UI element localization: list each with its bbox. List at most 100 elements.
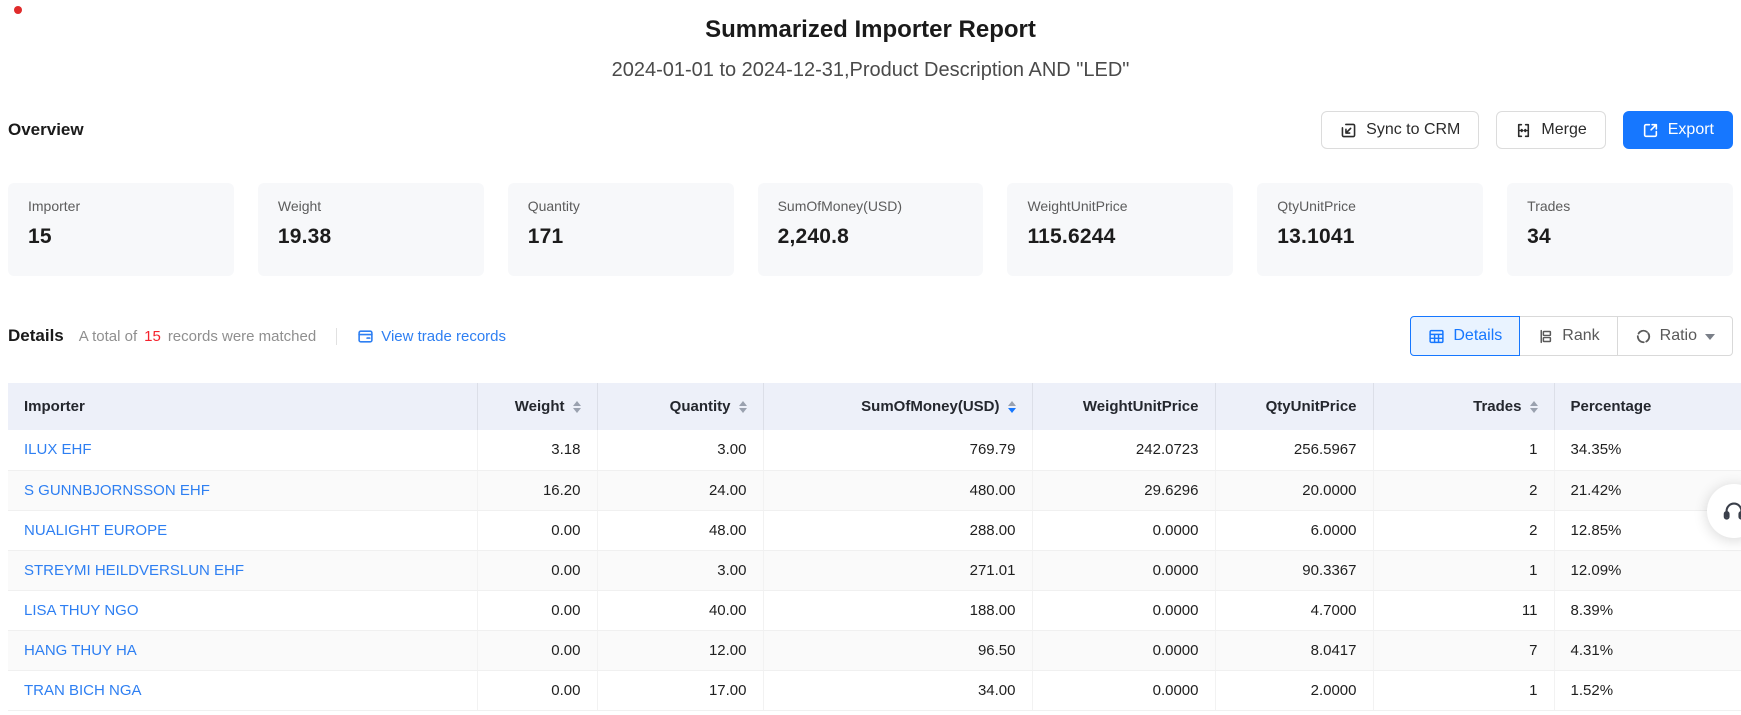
importer-link[interactable]: NUALIGHT EUROPE [24, 521, 168, 539]
stat-label: SumOfMoney(USD) [777, 198, 903, 214]
details-toolbar: Details A total of 15 records were match… [0, 316, 1741, 356]
stat-value: 15 [28, 225, 52, 248]
cell-trades: 1 [1529, 441, 1538, 459]
cell-quantity: 3.00 [717, 561, 747, 579]
cell-sumofmoney-usd: 288.00 [969, 521, 1016, 539]
column-header-trades[interactable]: Trades [1373, 383, 1555, 430]
importer-table: Importer Weight Quantity SumOfMoney(USD) Wei… [8, 383, 1741, 711]
column-header-qtyunitprice: QtyUnitPrice [1215, 383, 1374, 430]
sort-icon[interactable] [572, 400, 581, 413]
cell-quantity: 24.00 [708, 481, 747, 499]
sort-icon[interactable] [1529, 400, 1538, 413]
stat-card-weightunitprice: WeightUnitPrice 115.6244 [1007, 183, 1234, 276]
cell-weightunitprice: 29.6296 [1144, 481, 1199, 499]
cell-sumofmoney-usd: 188.00 [969, 601, 1016, 619]
merge-icon [1518, 123, 1530, 137]
sort-icon[interactable] [738, 400, 747, 413]
stat-label: Trades [1527, 198, 1571, 214]
cell-percentage: 1.52% [1570, 681, 1614, 699]
table-row: NUALIGHT EUROPE 0.00 48.00 288.00 0.0000 6.00… [8, 510, 1741, 551]
cell-qtyunitprice: 90.3367 [1302, 561, 1357, 579]
importer-link[interactable]: S GUNNBJORNSSON EHF [24, 481, 210, 499]
trade-records-icon [358, 329, 373, 343]
importer-link[interactable]: ILUX EHF [24, 441, 92, 459]
importer-link[interactable]: TRAN BICH NGA [24, 681, 142, 699]
table-row: TRAN BICH NGA 0.00 17.00 34.00 0.0000 2.0000 1… [8, 670, 1741, 711]
stat-value: 2,240.8 [777, 225, 850, 248]
stat-card-qtyunitprice: QtyUnitPrice 13.1041 [1257, 183, 1484, 276]
export-button[interactable]: Export [1622, 111, 1733, 149]
cell-trades: 2 [1529, 481, 1538, 499]
sync-to-crm-label: Sync to CRM [1366, 121, 1461, 138]
details-grid-icon [1429, 329, 1444, 343]
cell-percentage: 12.09% [1570, 561, 1622, 579]
merge-label: Merge [1541, 121, 1587, 138]
column-label: QtyUnitPrice [1265, 398, 1357, 415]
column-header-weightunitprice: WeightUnitPrice [1032, 383, 1216, 430]
column-label: Percentage [1570, 398, 1652, 415]
stat-label: Importer [28, 198, 81, 214]
importer-link[interactable]: LISA THUY NGO [24, 601, 139, 619]
cell-weight: 0.00 [551, 561, 581, 579]
summary-prefix: A total of [78, 327, 138, 345]
column-header-sumofmoney-usd[interactable]: SumOfMoney(USD) [763, 383, 1033, 430]
cell-trades: 2 [1529, 521, 1538, 539]
page-subtitle: 2024-01-01 to 2024-12-31,Product Descrip… [611, 59, 1130, 81]
table-row: STREYMI HEILDVERSLUN EHF 0.00 3.00 271.01 0.… [8, 550, 1741, 591]
stat-card-trades: Trades 34 [1507, 183, 1734, 276]
details-heading: Details [8, 326, 64, 345]
tab-ratio-label: Ratio [1659, 327, 1697, 344]
stat-card-importer: Importer 15 [8, 183, 234, 276]
tab-ratio[interactable]: Ratio [1616, 316, 1733, 356]
merge-button[interactable]: Merge [1496, 111, 1606, 149]
notification-dot [14, 6, 22, 14]
headset-icon [1723, 502, 1741, 520]
export-icon [1643, 123, 1657, 137]
page-title: Summarized Importer Report [705, 16, 1036, 43]
tab-rank-label: Rank [1562, 327, 1600, 344]
column-header-quantity[interactable]: Quantity [597, 383, 764, 430]
tab-rank[interactable]: Rank [1519, 316, 1618, 356]
column-label: Trades [1473, 398, 1522, 415]
overview-cards: Importer 15 Weight 19.38 Quantity 171 SumOfMon… [0, 183, 1741, 276]
stat-value: 115.6244 [1027, 225, 1116, 248]
cell-quantity: 40.00 [708, 601, 747, 619]
cell-weight: 16.20 [542, 481, 581, 499]
stat-value: 34 [1527, 225, 1551, 248]
sort-icon[interactable] [1007, 400, 1016, 413]
stat-value: 13.1041 [1277, 225, 1355, 248]
importer-link[interactable]: HANG THUY HA [24, 641, 137, 659]
ratio-icon [1636, 329, 1650, 343]
sync-to-crm-button[interactable]: Sync to CRM [1321, 111, 1480, 149]
cell-percentage: 4.31% [1570, 641, 1614, 659]
cell-weightunitprice: 242.0723 [1135, 441, 1199, 459]
table-row: S GUNNBJORNSSON EHF 16.20 24.00 480.00 29.62… [8, 470, 1741, 511]
cell-trades: 11 [1521, 601, 1538, 619]
cell-quantity: 17.00 [708, 681, 747, 699]
overview-heading: Overview [8, 120, 84, 139]
view-trade-records-link[interactable]: View trade records [357, 328, 506, 345]
matched-count: 15 [144, 327, 161, 345]
cell-weightunitprice: 0.0000 [1152, 561, 1199, 579]
cell-qtyunitprice: 6.0000 [1310, 521, 1357, 539]
cell-sumofmoney-usd: 769.79 [969, 441, 1016, 459]
stat-label: Quantity [527, 198, 580, 214]
tab-details-label: Details [1453, 327, 1503, 344]
cell-qtyunitprice: 2.0000 [1310, 681, 1357, 699]
column-header-weight[interactable]: Weight [477, 383, 598, 430]
cell-sumofmoney-usd: 271.01 [969, 561, 1016, 579]
column-label: Quantity [669, 398, 731, 415]
stat-label: QtyUnitPrice [1277, 198, 1356, 214]
stat-card-sumofmoney-usd: SumOfMoney(USD) 2,240.8 [757, 183, 984, 276]
stat-label: WeightUnitPrice [1027, 198, 1128, 214]
cell-weight: 0.00 [551, 681, 581, 699]
cell-percentage: 34.35% [1570, 441, 1622, 459]
cell-percentage: 8.39% [1570, 601, 1614, 619]
chevron-down-icon [1705, 333, 1715, 345]
view-trade-records-label: View trade records [381, 327, 507, 345]
column-label: Weight [514, 398, 565, 415]
importer-link[interactable]: STREYMI HEILDVERSLUN EHF [24, 561, 245, 579]
sync-to-crm-icon [1341, 123, 1356, 137]
column-header-percentage: Percentage [1554, 383, 1741, 430]
tab-details[interactable]: Details [1410, 316, 1521, 356]
